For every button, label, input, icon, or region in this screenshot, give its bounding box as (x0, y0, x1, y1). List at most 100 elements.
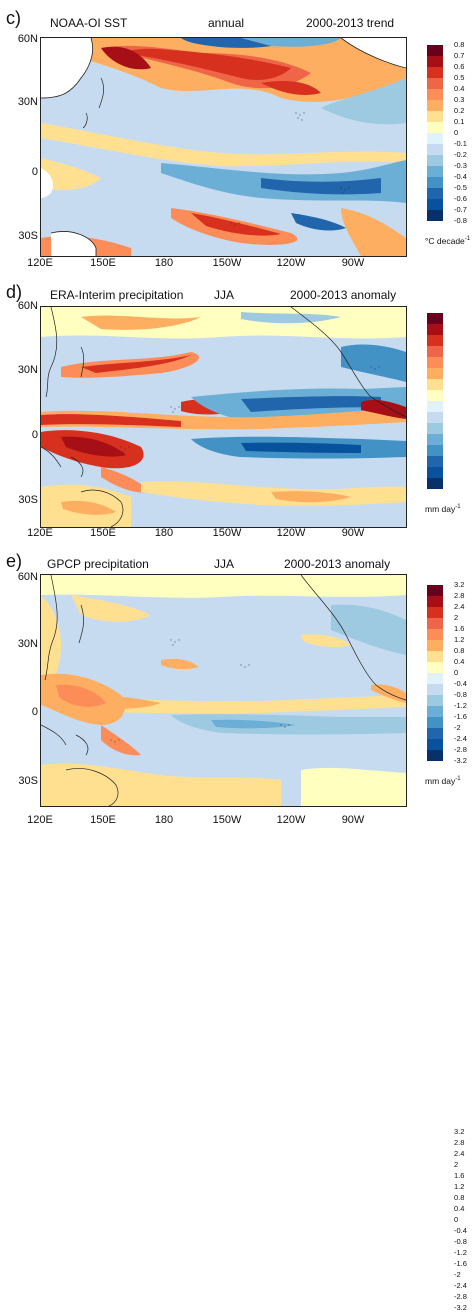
colorbar-tick-label: 0.3 (454, 95, 465, 104)
colorbar-cell (427, 144, 443, 155)
colorbar-cell (427, 188, 443, 199)
colorbar-gpcp-precip (427, 585, 443, 761)
panel-title-dataset: ERA-Interim precipitation (50, 288, 184, 302)
colorbar-cell (427, 717, 443, 728)
colorbar-tick-label: 2.4 (454, 1149, 465, 1158)
panel-title-dataset: GPCP precipitation (47, 557, 149, 571)
colorbar-tick-label: -1.6 (454, 712, 467, 721)
colorbar-cell (427, 695, 443, 706)
colorbar-cell (427, 78, 443, 89)
colorbar-cell (427, 379, 443, 390)
panel-letter: c) (6, 8, 21, 28)
map-gpcp-precip (40, 574, 407, 807)
colorbar-unit: °C decade-1 (425, 236, 470, 246)
colorbar-cell (427, 445, 443, 456)
colorbar-unit-text: mm day (425, 776, 456, 786)
colorbar-unit-exponent: -1 (464, 236, 471, 243)
panel-title-season: JJA (214, 288, 235, 302)
colorbar-cell (427, 390, 443, 401)
lon-label: 120E (27, 527, 53, 539)
colorbar-tick-label: 1.6 (454, 624, 465, 633)
colorbar-unit: mm day-1 (425, 504, 461, 514)
lat-label: 0 (31, 429, 38, 441)
colorbar-tick-label: -0.4 (454, 172, 467, 181)
colorbar-tick-label: -0.6 (454, 194, 467, 203)
lon-label: 120E (27, 814, 53, 826)
colorbar-cell (427, 456, 443, 467)
colorbar-tick-label: -0.4 (454, 679, 467, 688)
colorbar-cell (427, 357, 443, 368)
colorbar-tick-label: 0 (454, 1215, 459, 1224)
colorbar-cell (427, 133, 443, 144)
colorbar-tick-label: 3.2 (454, 1127, 465, 1136)
colorbar-tick-label: -0.7 (454, 205, 467, 214)
map-sst-trend (40, 37, 407, 257)
panel-title-period: 2000-2013 anomaly (290, 288, 397, 302)
panel-letter: e) (6, 551, 23, 571)
colorbar-cell (427, 368, 443, 379)
colorbar-cell (427, 324, 443, 335)
colorbar-cell (427, 629, 443, 640)
colorbar-cell (427, 412, 443, 423)
colorbar-cell (427, 728, 443, 739)
colorbar-tick-label: -0.3 (454, 161, 467, 170)
lon-label: 150E (90, 527, 116, 539)
panel-title-season: annual (208, 16, 245, 30)
colorbar-cell (427, 673, 443, 684)
colorbar-tick-label: 0 (454, 128, 459, 137)
lon-label: 120W (276, 814, 306, 826)
colorbar-cell (427, 467, 443, 478)
colorbar-tick-label: 0.8 (454, 646, 465, 655)
colorbar-unit-exponent: -1 (455, 776, 461, 783)
lon-label: 150W (212, 814, 242, 826)
colorbar-tick-label: -2 (454, 723, 461, 732)
colorbar-tick-label: -1.2 (454, 701, 467, 710)
colorbar-cell (427, 651, 443, 662)
colorbar-tick-label: -0.4 (454, 1226, 467, 1235)
colorbar-cell (427, 662, 443, 673)
colorbar-tick-label: -1.2 (454, 1248, 467, 1257)
colorbar-unit-text: °C decade (425, 236, 465, 246)
lat-label: 30N (17, 96, 38, 108)
colorbar-tick-label: -0.8 (454, 690, 467, 699)
colorbar-tick-label: 2 (454, 1160, 459, 1169)
lon-label: 180 (154, 814, 174, 826)
colorbar-tick-label: -0.5 (454, 183, 467, 192)
colorbar-tick-label: -3.2 (454, 756, 467, 765)
colorbar-tick-label: 0.1 (454, 117, 465, 126)
panel-e: e) GPCP precipitation JJA 2000-2013 anom… (0, 547, 473, 1312)
lon-label: 90W (341, 527, 365, 539)
panel-title-dataset: NOAA-OI SST (50, 16, 128, 30)
colorbar-tick-label: 0.4 (454, 657, 465, 666)
colorbar-tick-label: -0.1 (454, 139, 467, 148)
panel-title-period: 2000-2013 anomaly (284, 557, 391, 571)
colorbar-cell (427, 45, 443, 56)
colorbar-sst (427, 45, 443, 221)
colorbar-cell (427, 618, 443, 629)
colorbar-cell (427, 122, 443, 133)
lat-label: 30S (18, 775, 38, 787)
colorbar-tick-label: -0.8 (454, 1237, 467, 1246)
colorbar-cell (427, 739, 443, 750)
lon-label: 150E (90, 814, 116, 826)
colorbar-era-precip (427, 313, 443, 489)
lat-label: 0 (31, 706, 38, 718)
lat-label: 60N (17, 33, 38, 45)
colorbar-cell (427, 434, 443, 445)
colorbar-cell (427, 111, 443, 122)
lat-label: 60N (17, 300, 38, 312)
colorbar-cell (427, 706, 443, 717)
colorbar-cell (427, 346, 443, 357)
colorbar-cell (427, 423, 443, 434)
colorbar-cell (427, 596, 443, 607)
colorbar-tick-label: -2.4 (454, 1281, 467, 1290)
lon-label: 90W (341, 257, 365, 269)
lon-label: 120W (276, 257, 306, 269)
colorbar-cell (427, 67, 443, 78)
colorbar-tick-label: 3.2 (454, 580, 465, 589)
panel-c: c) NOAA-OI SST annual 2000-2013 trend (0, 0, 473, 270)
lon-label: 150W (212, 527, 242, 539)
lat-label: 30N (17, 364, 38, 376)
lat-label: 30S (18, 494, 38, 506)
panel-title-period: 2000-2013 trend (306, 16, 395, 30)
